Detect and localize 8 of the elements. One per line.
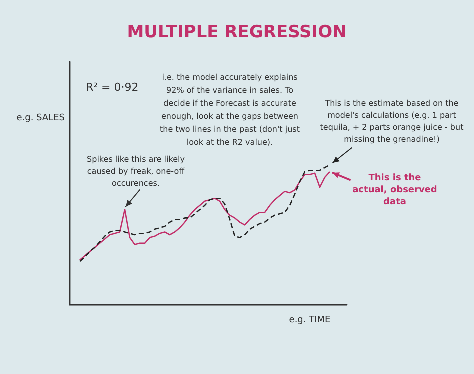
- text: R² = 0·92: [86, 80, 139, 94]
- y-axis-title: e.g. SALES: [16, 113, 66, 124]
- legend-label: This is the actual, observed data: [352, 173, 438, 208]
- annotation: Spikes like this are likely caused by freak, one-off occurences.: [87, 155, 186, 188]
- text: This is the estimate based on the model's calculations (e.g. 1 part tequila, + 2 parts orange juice - but missing the grenadine!): [320, 99, 464, 144]
- chart-title: MULTIPLE REGRESSION: [127, 22, 347, 42]
- x-axis-title: e.g. TIME: [289, 315, 332, 326]
- text: i.e. the model accurately explains 92% of the variance in sales. To decide if the Forecast is accurate enough, look at the gaps between the two lines in the past (don't just look at the R2 value).: [160, 73, 300, 148]
